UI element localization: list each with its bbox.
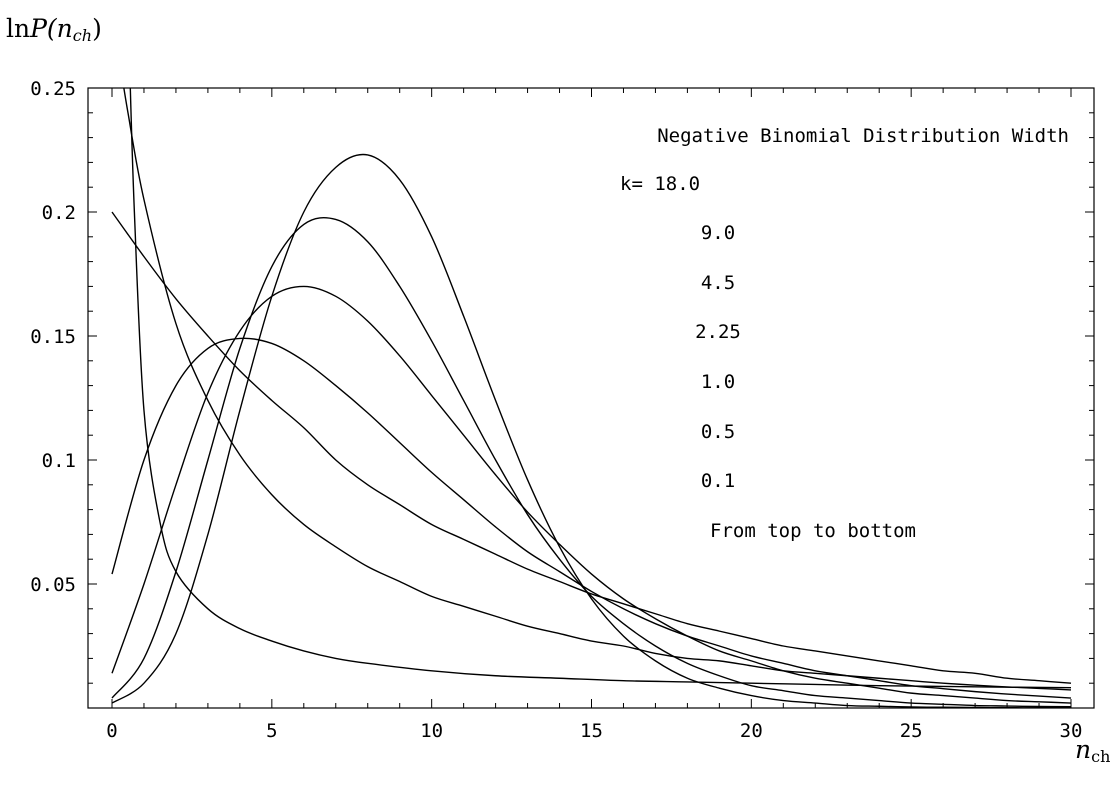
y-tick-label: 0.05 bbox=[30, 574, 76, 596]
axis-ticks bbox=[88, 87, 1094, 708]
annotation-7: 0.1 bbox=[701, 470, 735, 492]
y-tick-label: 0.1 bbox=[42, 450, 76, 472]
series-line-k-1 bbox=[111, 211, 1072, 684]
x-tick-label: 15 bbox=[580, 720, 603, 742]
x-tick-label: 10 bbox=[420, 720, 443, 742]
annotation-4: 2.25 bbox=[695, 321, 741, 343]
x-axis-title: nch bbox=[1075, 735, 1111, 766]
legend-annotations: Negative Binomial Distribution Width k= 1… bbox=[620, 125, 1069, 542]
annotation-0: Negative Binomial Distribution Width bbox=[657, 125, 1069, 147]
y-tick-label: 0.15 bbox=[30, 326, 76, 348]
annotation-2: 9.0 bbox=[701, 222, 735, 244]
series-line-k-2-25 bbox=[111, 337, 1072, 699]
annotation-1: k= 18.0 bbox=[620, 173, 700, 195]
x-tick-label: 25 bbox=[900, 720, 923, 742]
series-line-k-9 bbox=[111, 216, 1072, 708]
x-tick-label: 5 bbox=[266, 720, 277, 742]
series-line-k-4-5 bbox=[111, 285, 1072, 704]
annotation-6: 0.5 bbox=[701, 421, 735, 443]
x-tick-label: 30 bbox=[1060, 720, 1083, 742]
annotation-8: From top to bottom bbox=[710, 520, 916, 542]
plot-frame bbox=[87, 87, 1095, 709]
x-tick-label: 20 bbox=[740, 720, 763, 742]
data-series bbox=[111, 88, 1072, 708]
y-tick-label: 0.2 bbox=[42, 202, 76, 224]
y-tick-label: 0.25 bbox=[30, 78, 76, 100]
axis-tick-labels: 0 5 10 15 20 25 30 0.05 0.1 0.15 0.2 0.25 bbox=[30, 78, 1082, 742]
y-axis-title: lnP(nch) bbox=[6, 14, 102, 45]
series-line-k-0-1 bbox=[129, 88, 1072, 689]
series-line-k-18 bbox=[111, 153, 1071, 708]
series-line-k-0-5 bbox=[123, 88, 1072, 691]
annotation-3: 4.5 bbox=[701, 272, 735, 294]
annotation-5: 1.0 bbox=[701, 371, 735, 393]
x-tick-label: 0 bbox=[106, 720, 117, 742]
